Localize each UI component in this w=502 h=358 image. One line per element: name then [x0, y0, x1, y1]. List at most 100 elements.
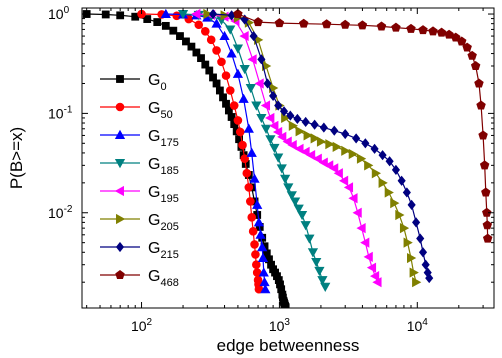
data-point	[225, 25, 236, 35]
y-tick-label: 100	[48, 5, 70, 22]
data-point	[212, 79, 221, 88]
series-G215	[208, 8, 434, 284]
legend-marker	[114, 185, 124, 197]
data-point	[300, 146, 310, 157]
data-point	[321, 19, 332, 29]
data-point	[288, 120, 298, 131]
data-point	[143, 15, 152, 23]
data-point	[176, 32, 184, 40]
data-point	[244, 183, 254, 192]
legend-marker	[114, 159, 126, 169]
data-point	[399, 223, 410, 234]
data-point	[101, 10, 110, 19]
data-point	[191, 8, 201, 20]
data-point	[192, 48, 201, 57]
data-point	[281, 303, 290, 308]
data-point	[290, 197, 301, 207]
data-point	[257, 54, 266, 65]
data-point	[305, 150, 316, 161]
data-point	[260, 283, 271, 294]
data-point	[298, 18, 309, 28]
data-point	[229, 101, 239, 110]
data-point	[378, 150, 387, 161]
data-point	[391, 22, 401, 32]
data-point	[418, 25, 428, 35]
data-point	[257, 241, 268, 252]
data-point	[294, 143, 304, 154]
series-line	[196, 13, 379, 283]
data-point	[360, 237, 370, 248]
data-point	[249, 173, 260, 183]
data-point	[272, 126, 283, 138]
data-point	[293, 113, 302, 124]
data-point	[257, 252, 269, 263]
series-line	[182, 13, 326, 287]
data-point	[205, 66, 214, 75]
data-point	[402, 187, 411, 198]
data-point	[295, 126, 305, 137]
data-point	[233, 116, 243, 125]
data-point	[456, 36, 467, 46]
data-point	[256, 113, 267, 124]
data-point	[333, 168, 343, 179]
data-point	[221, 71, 231, 80]
data-point	[263, 78, 272, 89]
data-point	[238, 93, 249, 103]
data-point	[406, 23, 416, 33]
data-point	[364, 160, 374, 171]
data-point	[283, 183, 294, 193]
data-point	[286, 191, 297, 201]
data-point	[348, 148, 358, 160]
data-point	[243, 123, 254, 133]
legend-marker	[115, 102, 125, 112]
series-layer	[82, 8, 493, 308]
data-point	[369, 271, 380, 282]
data-point	[276, 164, 287, 174]
data-point	[225, 86, 235, 95]
data-point	[412, 217, 421, 228]
data-point	[356, 223, 366, 234]
data-point	[357, 20, 368, 30]
series-G205	[203, 8, 422, 288]
data-point	[251, 101, 262, 111]
data-point	[238, 140, 247, 150]
data-point	[470, 61, 481, 71]
data-point	[482, 233, 493, 243]
data-point	[239, 30, 249, 42]
data-point	[217, 57, 226, 67]
data-point	[325, 139, 335, 150]
legend-marker	[115, 270, 125, 280]
data-point	[384, 187, 394, 198]
data-point	[265, 112, 275, 124]
data-point	[376, 21, 387, 31]
data-point	[287, 139, 297, 151]
data-point	[274, 18, 285, 28]
data-point	[397, 175, 406, 186]
data-point	[370, 143, 379, 154]
data-point	[356, 153, 367, 164]
x-tick-label: 103	[269, 317, 291, 334]
data-point	[169, 26, 178, 35]
data-point	[317, 276, 328, 286]
data-point	[300, 221, 311, 231]
data-point	[269, 120, 279, 131]
data-point	[206, 35, 216, 45]
data-point	[416, 233, 425, 244]
data-point	[436, 27, 447, 37]
legend-label: G0	[148, 72, 167, 93]
data-point	[235, 127, 245, 137]
data-point	[161, 21, 170, 30]
data-point	[312, 153, 322, 164]
data-point	[182, 37, 190, 46]
legend-item: G205	[100, 212, 179, 233]
data-point	[160, 8, 171, 19]
data-point	[250, 240, 259, 249]
data-point	[319, 122, 328, 133]
data-point	[296, 210, 308, 221]
data-point	[187, 42, 196, 51]
data-point	[269, 90, 278, 101]
data-point	[153, 18, 162, 26]
data-point	[372, 277, 382, 288]
data-point	[260, 124, 272, 135]
data-point	[194, 20, 204, 30]
